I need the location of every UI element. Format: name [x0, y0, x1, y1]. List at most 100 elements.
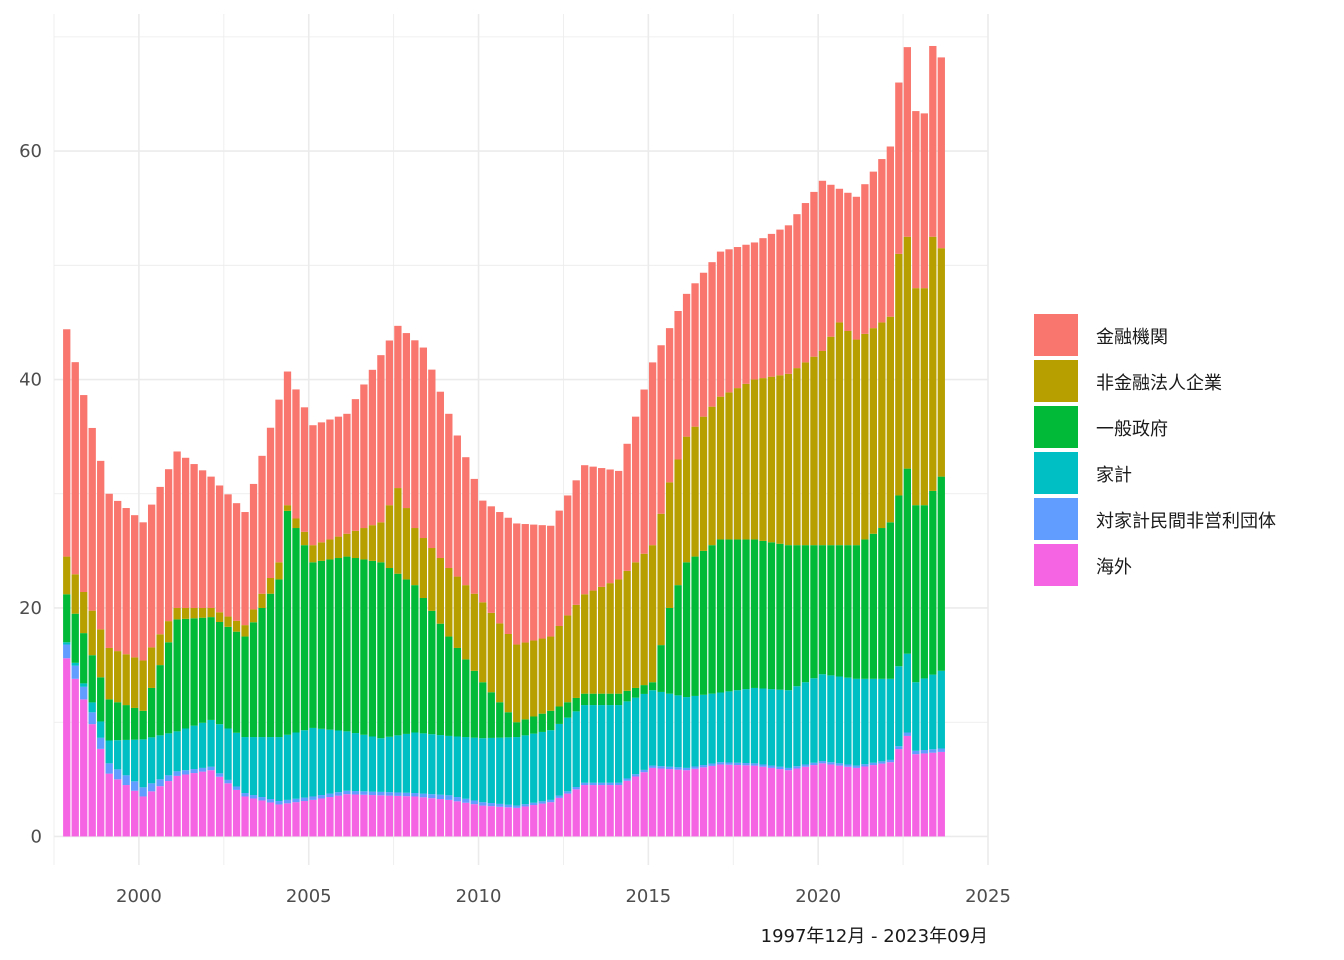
bar-対家計民間非営利団体-2018Q2: [759, 764, 767, 767]
bar-非金融法人企業-2020Q4: [844, 330, 852, 546]
bar-金融機関-2012Q2: [555, 510, 563, 626]
bar-海外-2019Q1: [784, 770, 793, 837]
bar-対家計民間非営利団体-2002Q1: [207, 766, 215, 771]
y-tick-label: 20: [19, 598, 42, 619]
bar-対家計民間非営利団体-1998Q3: [88, 712, 96, 725]
legend-swatch: [1034, 360, 1078, 402]
bar-海外-2020Q2: [827, 764, 835, 837]
bar-非金融法人企業-2016Q1: [682, 436, 691, 563]
bar-家計-2019Q4: [810, 678, 818, 763]
bar-金融機関-2002Q3: [224, 494, 232, 617]
bar-一般政府-2011Q1: [513, 722, 521, 738]
bar-金融機関-2003Q3: [258, 455, 266, 594]
bar-家計-2012Q4: [572, 711, 580, 788]
bar-家計-2016Q4: [708, 693, 716, 764]
bar-対家計民間非営利団体-2021Q3: [869, 762, 878, 766]
bar-家計-2013Q1: [581, 705, 589, 783]
bar-海外-2014Q3: [631, 776, 640, 837]
bar-海外-2010Q1: [479, 805, 487, 837]
bar-一般政府-2021Q2: [861, 539, 869, 679]
bar-金融機関-2016Q2: [691, 283, 699, 427]
bar-非金融法人企業-2023Q2: [929, 236, 937, 491]
bar-一般政府-2001Q2: [181, 618, 190, 729]
bar-金融機関-2017Q4: [742, 244, 750, 384]
bar-対家計民間非営利団体-2022Q3: [903, 732, 911, 736]
bar-海外-2022Q2: [895, 749, 903, 837]
bar-金融機関-2013Q1: [581, 465, 589, 595]
bar-金融機関-2015Q1: [648, 362, 657, 546]
bar-非金融法人企業-2011Q1: [513, 644, 521, 723]
bar-海外-2013Q3: [598, 785, 606, 837]
bar-非金融法人企業-2017Q4: [742, 383, 750, 540]
bar-非金融法人企業-2011Q4: [538, 638, 546, 714]
bar-金融機関-2010Q2: [487, 506, 495, 613]
bar-対家計民間非営利団体-2022Q1: [886, 759, 894, 763]
bar-海外-2018Q1: [750, 765, 759, 837]
bar-対家計民間非営利団体-2000Q3: [156, 779, 164, 787]
bar-金融機関-2011Q2: [521, 524, 529, 643]
bar-金融機関-1999Q2: [114, 500, 122, 652]
bar-家計-2011Q4: [538, 731, 546, 802]
bar-家計-2004Q1: [275, 737, 283, 802]
bar-対家計民間非営利団体-2002Q4: [232, 786, 241, 790]
bar-対家計民間非営利団体-2008Q4: [436, 794, 444, 800]
bar-対家計民間非営利団体-1999Q1: [105, 763, 113, 774]
bar-一般政府-2017Q2: [725, 539, 733, 692]
bar-非金融法人企業-1999Q3: [122, 654, 130, 706]
bar-家計-2005Q4: [334, 730, 343, 793]
bar-対家計民間非営利団体-2009Q1: [445, 795, 453, 800]
bar-海外-2018Q2: [759, 766, 767, 837]
bar-対家計民間非営利団体-2014Q2: [623, 778, 631, 781]
bar-一般政府-2014Q3: [631, 687, 640, 698]
bar-対家計民間非営利団体-2004Q4: [300, 797, 309, 802]
legend-label: 非金融法人企業: [1096, 373, 1222, 394]
bar-一般政府-2023Q2: [929, 490, 937, 675]
bar-一般政府-2000Q3: [156, 665, 164, 736]
bar-非金融法人企業-2009Q2: [453, 576, 461, 648]
bar-海外-2007Q3: [394, 795, 402, 837]
bar-非金融法人企業-2014Q1: [614, 579, 623, 694]
bar-非金融法人企業-2003Q4: [266, 578, 275, 594]
bar-家計-2023Q2: [929, 674, 937, 750]
bar-家計-1999Q1: [105, 740, 113, 764]
bar-金融機関-2013Q4: [606, 469, 614, 584]
bar-非金融法人企業-2006Q2: [351, 530, 360, 559]
bar-一般政府-2006Q4: [368, 560, 377, 737]
bar-家計-2011Q3: [530, 733, 538, 803]
bar-一般政府-2004Q2: [283, 510, 292, 735]
bar-対家計民間非営利団体-2019Q3: [801, 764, 810, 767]
bar-一般政府-2011Q2: [521, 719, 529, 736]
bar-一般政府-2005Q1: [309, 562, 317, 728]
bar-非金融法人企業-2022Q3: [903, 236, 911, 469]
bar-非金融法人企業-2022Q1: [886, 316, 894, 523]
bar-対家計民間非営利団体-1997Q4: [63, 644, 71, 659]
bar-対家計民間非営利団体-2013Q1: [581, 782, 589, 786]
bar-非金融法人企業-2016Q2: [691, 426, 699, 557]
x-tick-label: 2005: [286, 886, 332, 907]
bar-家計-2015Q4: [674, 695, 682, 768]
bar-金融機関-2000Q4: [164, 469, 173, 622]
bar-非金融法人企業-2021Q1: [852, 339, 861, 546]
bar-対家計民間非営利団体-2022Q4: [912, 750, 920, 755]
bar-対家計民間非営利団体-1999Q3: [122, 775, 130, 786]
bar-海外-2023Q1: [920, 753, 928, 837]
bar-海外-2003Q3: [258, 800, 266, 837]
bar-海外-2001Q2: [181, 774, 190, 837]
bar-海外-2002Q2: [215, 776, 224, 837]
bar-海外-2007Q2: [385, 795, 394, 837]
bar-家計-2015Q2: [657, 691, 665, 767]
bar-対家計民間非営利団体-2017Q2: [725, 762, 733, 765]
bar-海外-1999Q1: [105, 773, 113, 837]
bar-金融機関-2021Q4: [878, 159, 886, 323]
bar-非金融法人企業-2013Q2: [589, 590, 597, 694]
bar-非金融法人企業-2020Q1: [818, 350, 827, 546]
bar-非金融法人企業-2008Q2: [419, 538, 427, 598]
bar-非金融法人企業-2000Q3: [156, 634, 164, 666]
bar-家計-2013Q3: [598, 705, 606, 783]
bar-一般政府-2008Q2: [419, 597, 427, 734]
bar-非金融法人企業-2005Q4: [334, 536, 343, 559]
bar-金融機関-2007Q2: [385, 340, 394, 506]
bar-非金融法人企業-2012Q1: [547, 636, 555, 711]
bar-対家計民間非営利団体-2021Q2: [861, 764, 869, 767]
